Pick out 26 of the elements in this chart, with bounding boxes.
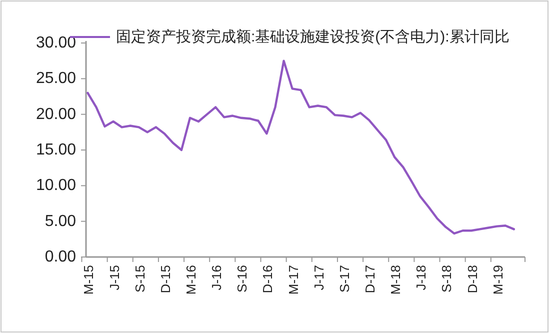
y-tick-label: 5.00 xyxy=(44,212,76,230)
x-tick-label: M-18 xyxy=(388,265,404,295)
y-tick-label: 10.00 xyxy=(36,177,76,194)
x-tick-label: D-17 xyxy=(362,265,378,294)
x-tick-label: J-18 xyxy=(414,265,429,290)
x-tick-label: J-17 xyxy=(311,265,326,290)
x-tick-label: M-19 xyxy=(490,265,506,295)
x-tick-label: D-16 xyxy=(260,265,276,294)
y-tick-label: 0.00 xyxy=(44,248,76,266)
x-tick-label: S-17 xyxy=(336,265,352,292)
x-tick-label: S-15 xyxy=(132,265,148,292)
x-tick-label: J-15 xyxy=(106,265,122,290)
line-series xyxy=(86,60,516,235)
legend-label: 固定资产投资完成额:基础设施建设投资(不含电力):累计同比 xyxy=(116,28,510,46)
x-tick-label: J-16 xyxy=(209,265,224,290)
x-tick-label: D-15 xyxy=(158,265,173,294)
x-tick-label: S-18 xyxy=(439,265,454,292)
x-tick-label: M-17 xyxy=(286,265,301,295)
x-tick-label: M-15 xyxy=(81,265,96,295)
x-tick-label: S-16 xyxy=(234,265,250,292)
y-tick-label: 15.00 xyxy=(36,142,76,158)
x-tick-label: M-16 xyxy=(183,265,198,295)
x-tick-label: D-18 xyxy=(464,265,480,294)
y-tick-label: 20.00 xyxy=(36,106,76,123)
y-tick-label: 25.00 xyxy=(36,70,76,88)
y-tick-label: 30.00 xyxy=(36,34,76,52)
